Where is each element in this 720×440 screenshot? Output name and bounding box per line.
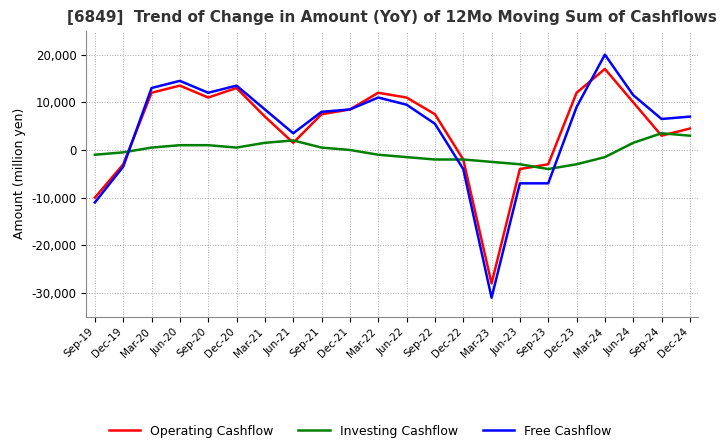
Free Cashflow	[657, 116, 666, 121]
Operating Cashflow	[629, 99, 637, 105]
Operating Cashflow	[572, 90, 581, 95]
Investing Cashflow	[629, 140, 637, 146]
Operating Cashflow	[119, 161, 127, 167]
Investing Cashflow	[374, 152, 382, 158]
Investing Cashflow	[572, 161, 581, 167]
Legend: Operating Cashflow, Investing Cashflow, Free Cashflow: Operating Cashflow, Investing Cashflow, …	[104, 420, 616, 440]
Free Cashflow	[148, 85, 156, 91]
Free Cashflow	[685, 114, 694, 119]
Operating Cashflow	[261, 114, 269, 119]
Operating Cashflow	[204, 95, 212, 100]
Free Cashflow	[600, 52, 609, 57]
Y-axis label: Amount (million yen): Amount (million yen)	[13, 108, 26, 239]
Operating Cashflow	[459, 157, 467, 162]
Investing Cashflow	[516, 161, 524, 167]
Operating Cashflow	[346, 107, 354, 112]
Operating Cashflow	[233, 85, 241, 91]
Operating Cashflow	[374, 90, 382, 95]
Operating Cashflow	[544, 161, 552, 167]
Free Cashflow	[516, 181, 524, 186]
Free Cashflow	[629, 92, 637, 98]
Investing Cashflow	[233, 145, 241, 150]
Investing Cashflow	[402, 154, 411, 160]
Operating Cashflow	[685, 126, 694, 131]
Free Cashflow	[374, 95, 382, 100]
Free Cashflow	[176, 78, 184, 84]
Investing Cashflow	[685, 133, 694, 138]
Operating Cashflow	[318, 112, 326, 117]
Investing Cashflow	[657, 131, 666, 136]
Title: [6849]  Trend of Change in Amount (YoY) of 12Mo Moving Sum of Cashflows: [6849] Trend of Change in Amount (YoY) o…	[68, 11, 717, 26]
Line: Free Cashflow: Free Cashflow	[95, 55, 690, 298]
Line: Operating Cashflow: Operating Cashflow	[95, 69, 690, 283]
Investing Cashflow	[261, 140, 269, 146]
Investing Cashflow	[459, 157, 467, 162]
Investing Cashflow	[544, 166, 552, 172]
Operating Cashflow	[487, 281, 496, 286]
Investing Cashflow	[600, 154, 609, 160]
Operating Cashflow	[600, 66, 609, 72]
Free Cashflow	[487, 295, 496, 301]
Investing Cashflow	[148, 145, 156, 150]
Line: Investing Cashflow: Investing Cashflow	[95, 133, 690, 169]
Free Cashflow	[544, 181, 552, 186]
Operating Cashflow	[657, 133, 666, 138]
Investing Cashflow	[289, 138, 297, 143]
Operating Cashflow	[91, 195, 99, 200]
Operating Cashflow	[289, 140, 297, 146]
Operating Cashflow	[148, 90, 156, 95]
Operating Cashflow	[176, 83, 184, 88]
Free Cashflow	[289, 131, 297, 136]
Investing Cashflow	[346, 147, 354, 153]
Free Cashflow	[402, 102, 411, 107]
Free Cashflow	[318, 109, 326, 114]
Investing Cashflow	[91, 152, 99, 158]
Free Cashflow	[431, 121, 439, 126]
Investing Cashflow	[119, 150, 127, 155]
Investing Cashflow	[318, 145, 326, 150]
Investing Cashflow	[431, 157, 439, 162]
Free Cashflow	[91, 200, 99, 205]
Operating Cashflow	[402, 95, 411, 100]
Free Cashflow	[204, 90, 212, 95]
Free Cashflow	[572, 104, 581, 110]
Investing Cashflow	[487, 159, 496, 165]
Investing Cashflow	[176, 143, 184, 148]
Investing Cashflow	[204, 143, 212, 148]
Free Cashflow	[346, 107, 354, 112]
Operating Cashflow	[431, 112, 439, 117]
Operating Cashflow	[516, 166, 524, 172]
Free Cashflow	[233, 83, 241, 88]
Free Cashflow	[261, 107, 269, 112]
Free Cashflow	[119, 164, 127, 169]
Free Cashflow	[459, 166, 467, 172]
